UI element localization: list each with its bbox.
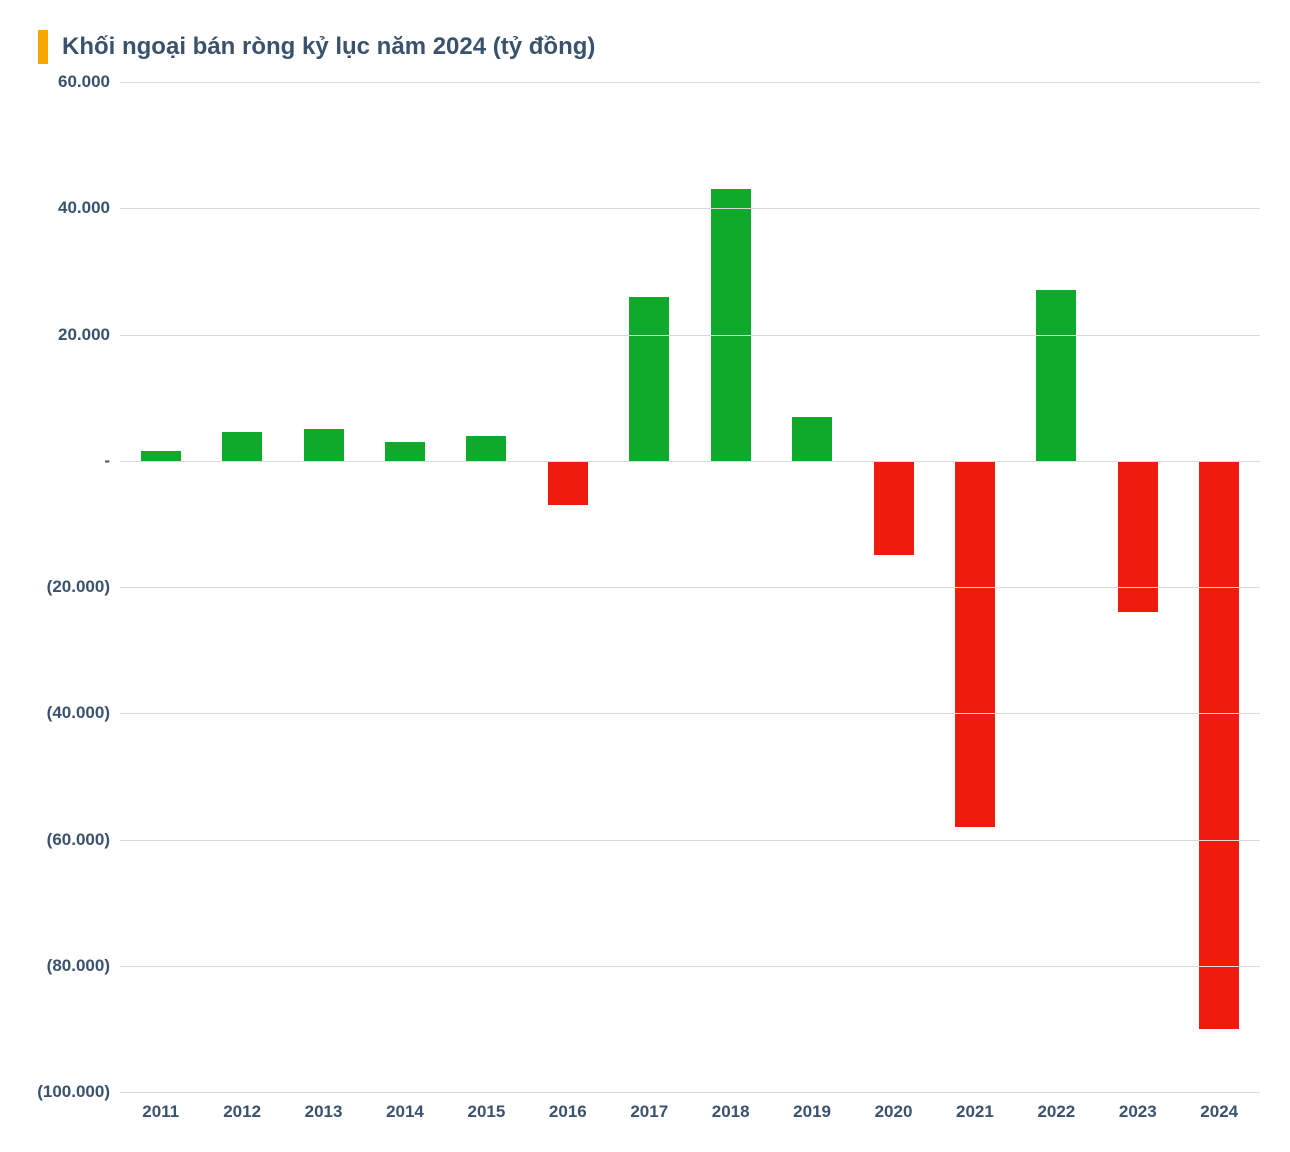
bar: [955, 461, 995, 827]
x-tick-label: 2024: [1178, 1102, 1259, 1122]
y-tick-label: 20.000: [58, 325, 110, 345]
x-tick-label: 2021: [934, 1102, 1015, 1122]
x-tick-label: 2015: [446, 1102, 527, 1122]
x-tick-label: 2018: [690, 1102, 771, 1122]
x-tick-label: 2020: [853, 1102, 934, 1122]
x-tick-label: 2022: [1016, 1102, 1097, 1122]
bar: [548, 461, 588, 505]
y-tick-label: (60.000): [47, 830, 110, 850]
bar: [222, 432, 262, 460]
y-tick-label: (20.000): [47, 577, 110, 597]
bar: [385, 442, 425, 461]
y-tick-label: (40.000): [47, 703, 110, 723]
gridline: [120, 208, 1260, 209]
bar: [1118, 461, 1158, 613]
plot-row: (100.000)(80.000)(60.000)(40.000)(20.000…: [20, 82, 1260, 1092]
y-tick-label: (80.000): [47, 956, 110, 976]
x-tick-label: 2011: [120, 1102, 201, 1122]
bar: [874, 461, 914, 556]
bar: [711, 189, 751, 460]
x-axis: 2011201220132014201520162017201820192020…: [120, 1102, 1260, 1122]
x-tick-label: 2023: [1097, 1102, 1178, 1122]
y-tick-label: 60.000: [58, 72, 110, 92]
y-tick-label: 40.000: [58, 198, 110, 218]
bar: [1036, 290, 1076, 460]
chart-title: Khối ngoại bán ròng kỷ lục năm 2024 (tỷ …: [62, 33, 595, 61]
x-tick-label: 2016: [527, 1102, 608, 1122]
chart-container: Khối ngoại bán ròng kỷ lục năm 2024 (tỷ …: [20, 30, 1260, 1122]
x-tick-label: 2013: [283, 1102, 364, 1122]
gridline: [120, 966, 1260, 967]
gridline: [120, 587, 1260, 588]
gridline: [120, 1092, 1260, 1093]
bar: [1199, 461, 1239, 1029]
gridline: [120, 335, 1260, 336]
x-tick-label: 2014: [364, 1102, 445, 1122]
plot-area: [120, 82, 1260, 1092]
x-tick-label: 2019: [771, 1102, 852, 1122]
bar: [304, 429, 344, 461]
bar: [792, 417, 832, 461]
gridline: [120, 461, 1260, 462]
x-tick-label: 2017: [609, 1102, 690, 1122]
gridline: [120, 713, 1260, 714]
chart-title-row: Khối ngoại bán ròng kỷ lục năm 2024 (tỷ …: [38, 30, 1260, 64]
y-tick-label: -: [104, 451, 110, 471]
title-accent-bar: [38, 30, 48, 64]
bar: [466, 436, 506, 461]
bar: [629, 297, 669, 461]
y-tick-label: (100.000): [37, 1082, 110, 1102]
bar: [141, 451, 181, 460]
x-tick-label: 2012: [201, 1102, 282, 1122]
y-axis: (100.000)(80.000)(60.000)(40.000)(20.000…: [20, 82, 120, 1092]
gridline: [120, 840, 1260, 841]
gridline: [120, 82, 1260, 83]
